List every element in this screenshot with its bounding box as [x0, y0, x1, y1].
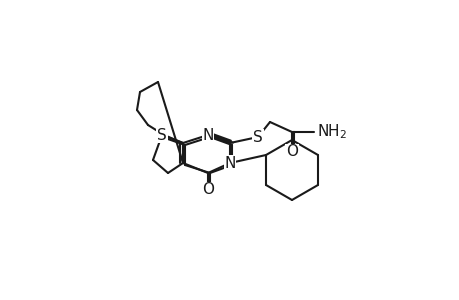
Text: N: N — [202, 128, 213, 142]
Text: S: S — [252, 130, 262, 145]
Text: NH$_2$: NH$_2$ — [316, 123, 347, 141]
Text: O: O — [202, 182, 213, 197]
Text: N: N — [224, 155, 235, 170]
Text: O: O — [285, 145, 297, 160]
Text: S: S — [157, 128, 167, 142]
